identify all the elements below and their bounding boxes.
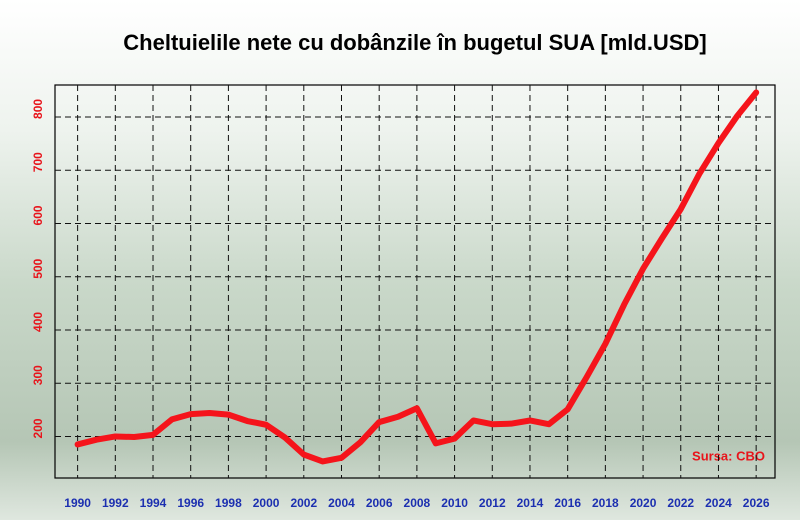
x-tick-label: 2016 xyxy=(554,496,581,510)
x-tick-label: 2018 xyxy=(592,496,619,510)
x-tick-label: 2012 xyxy=(479,496,506,510)
x-tick-label: 2014 xyxy=(517,496,544,510)
annotation: Sursa: CBO xyxy=(692,448,765,463)
x-tick-label: 1994 xyxy=(140,496,167,510)
data-line xyxy=(74,89,760,465)
x-tick-label: 1996 xyxy=(177,496,204,510)
x-tick-label: 2002 xyxy=(290,496,317,510)
y-tick-label: 500 xyxy=(31,258,45,278)
chart-title: Cheltuielile nete cu dobânzile în bugetu… xyxy=(123,30,706,55)
x-tick-label: 2000 xyxy=(253,496,280,510)
y-tick-label: 200 xyxy=(31,418,45,438)
y-tick-label: 700 xyxy=(31,152,45,172)
x-tick-label: 2010 xyxy=(441,496,468,510)
plot-frame xyxy=(54,84,776,479)
x-tick-label: 2006 xyxy=(366,496,393,510)
y-tick-label: 300 xyxy=(31,365,45,385)
x-tick-label: 2022 xyxy=(667,496,694,510)
y-tick-label: 400 xyxy=(31,312,45,332)
x-tick-label: 2024 xyxy=(705,496,732,510)
y-tick-label: 800 xyxy=(31,99,45,119)
x-tick-label: 1992 xyxy=(102,496,129,510)
x-tick-label: 2008 xyxy=(404,496,431,510)
x-tick-label: 1998 xyxy=(215,496,242,510)
y-tick-label: 600 xyxy=(31,205,45,225)
x-tick-label: 2004 xyxy=(328,496,355,510)
x-tick-label: 2026 xyxy=(743,496,770,510)
x-tick-label: 1990 xyxy=(64,496,91,510)
x-tick-label: 2020 xyxy=(630,496,657,510)
